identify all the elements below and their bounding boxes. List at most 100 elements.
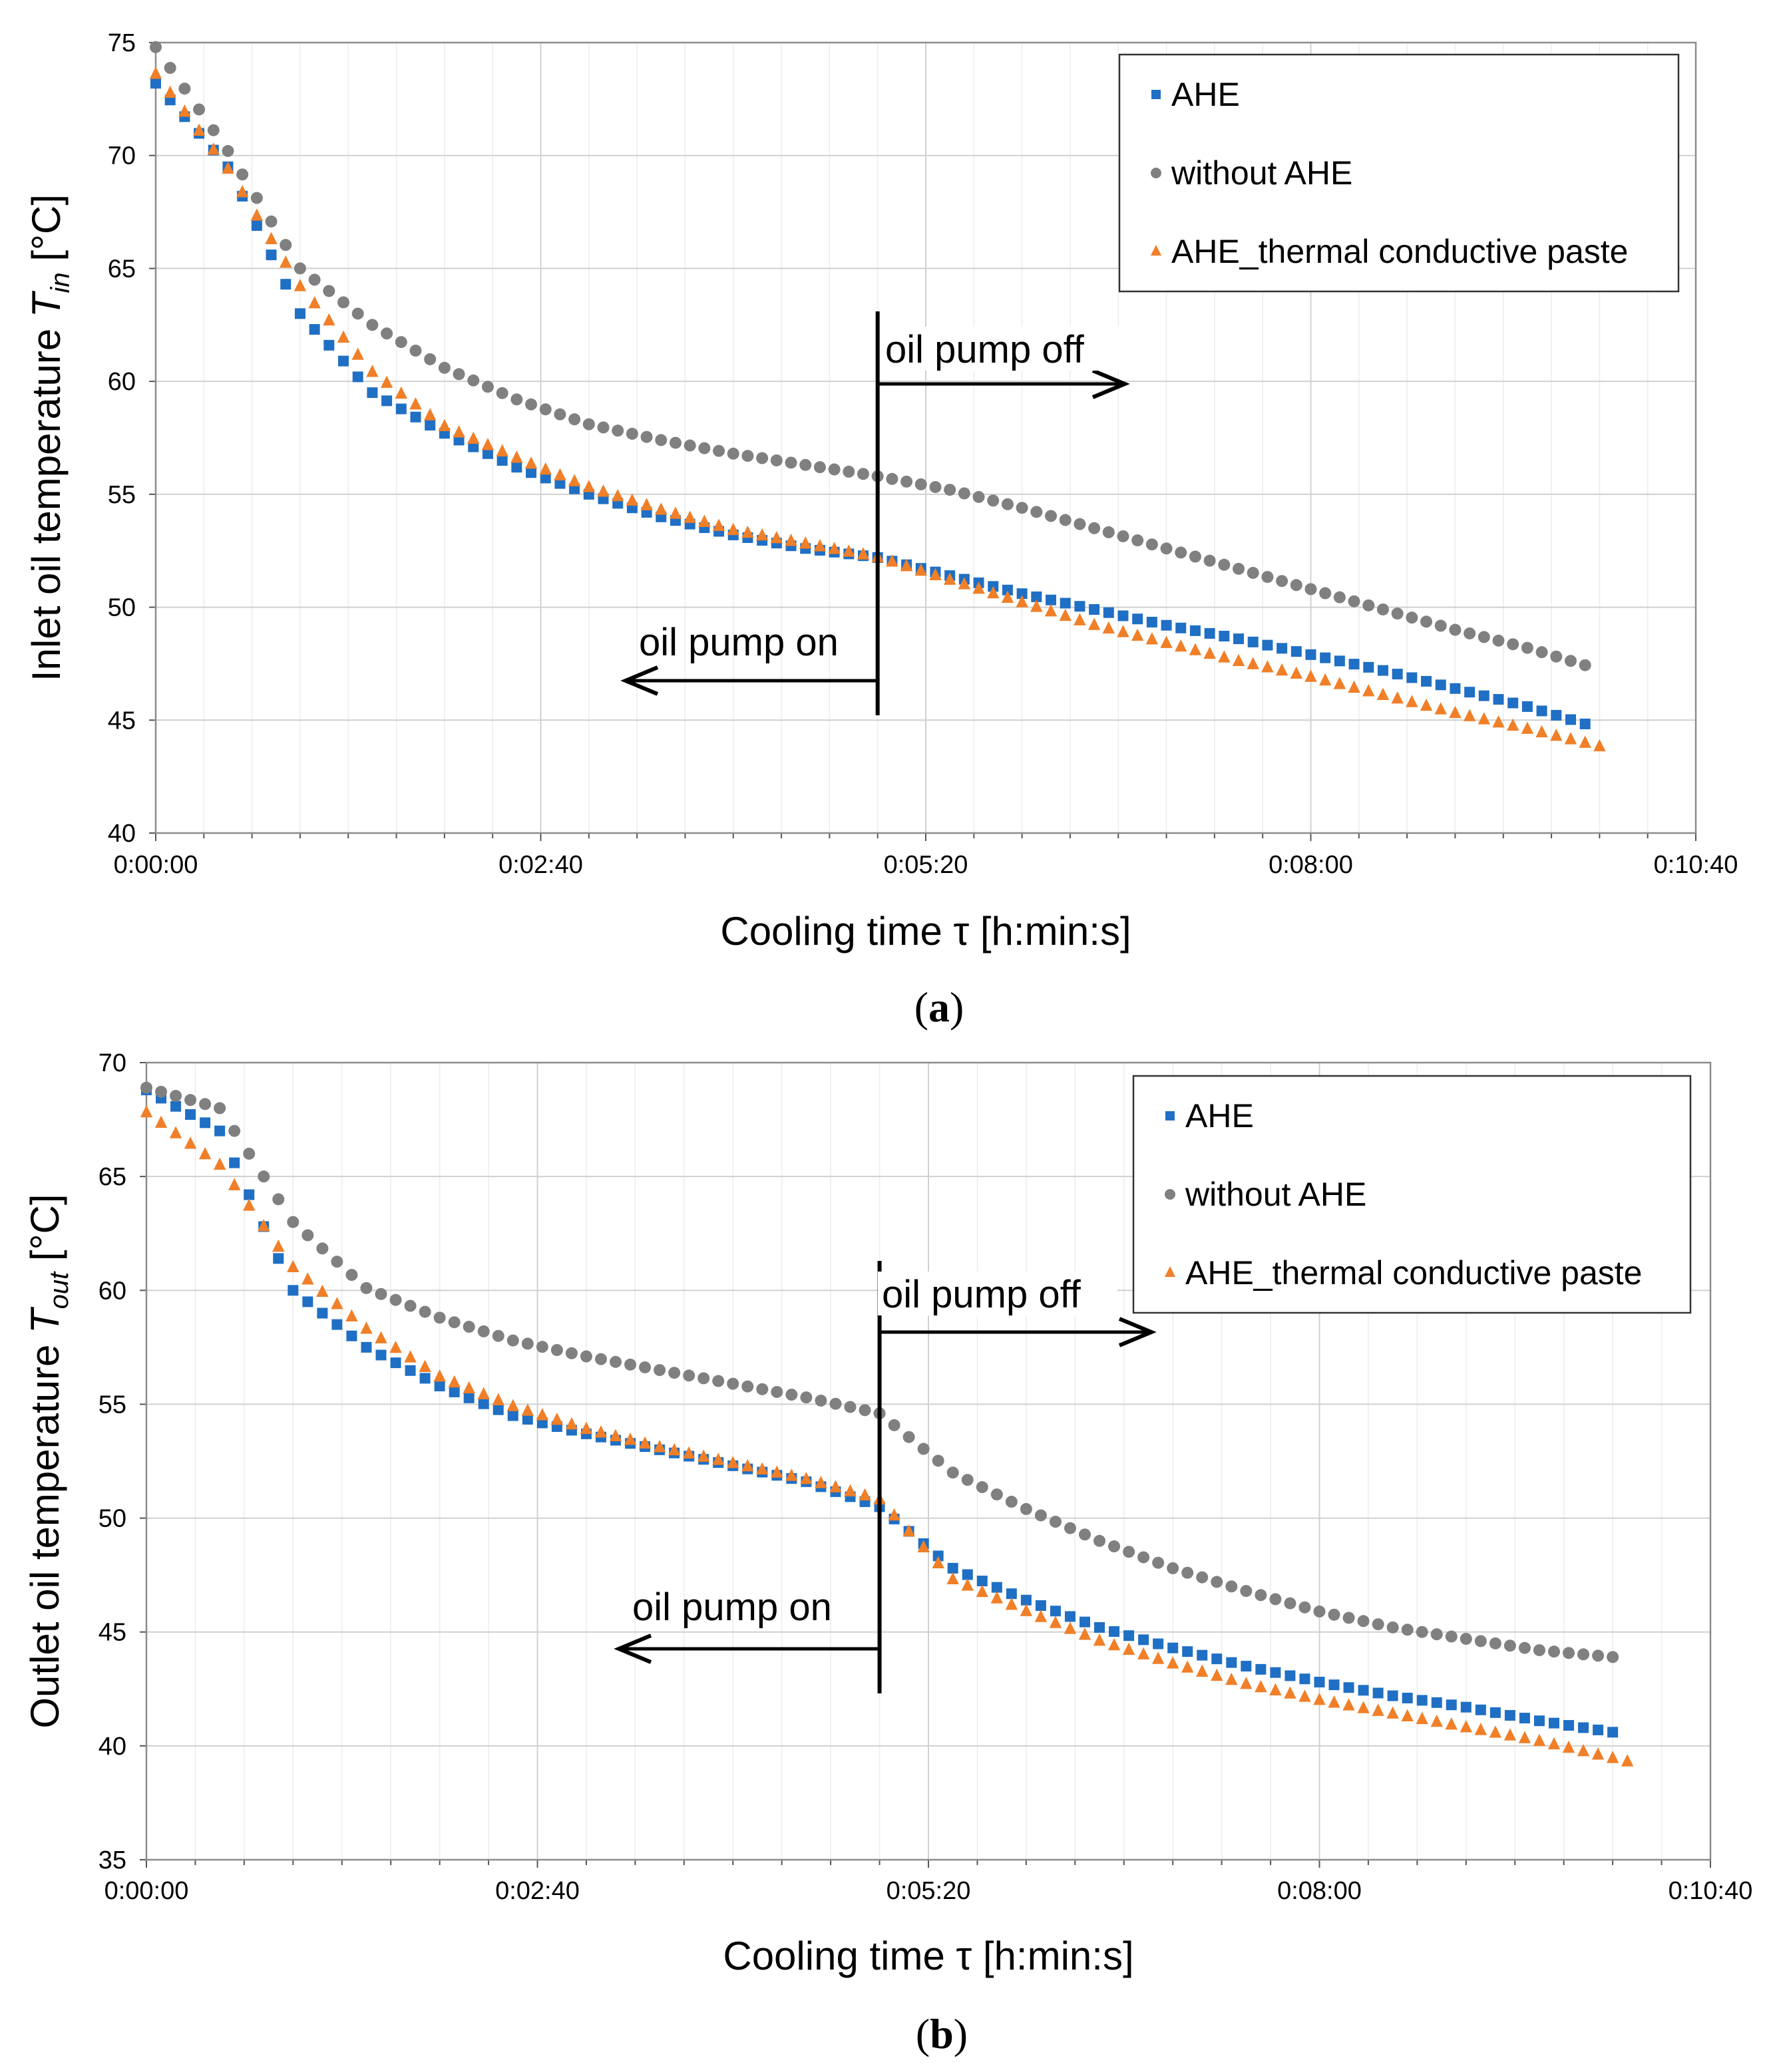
data-point	[684, 439, 696, 452]
data-point	[164, 85, 176, 98]
data-point	[947, 1562, 958, 1574]
data-point	[1261, 571, 1274, 584]
data-point	[1074, 601, 1085, 612]
data-point	[1064, 1622, 1077, 1634]
data-point	[1276, 575, 1288, 588]
data-point	[1211, 1653, 1223, 1665]
data-point	[962, 1569, 973, 1580]
data-point	[404, 1350, 417, 1363]
data-point	[1204, 627, 1215, 639]
data-point	[316, 1284, 329, 1297]
data-point	[492, 1404, 504, 1415]
data-point	[1402, 1692, 1413, 1703]
data-point	[961, 1578, 974, 1591]
data-point	[1080, 1616, 1090, 1628]
data-point	[1064, 1611, 1076, 1622]
data-point	[1507, 718, 1519, 731]
data-point	[1460, 1632, 1472, 1645]
data-point	[683, 1369, 695, 1382]
y-axis-title: Outlet oil temperature Tout [°C]	[23, 1194, 74, 1728]
data-point	[272, 1239, 285, 1252]
data-point	[902, 1524, 915, 1537]
data-point	[741, 1459, 754, 1472]
data-point	[1175, 622, 1187, 633]
data-point	[481, 438, 494, 450]
data-point	[1420, 698, 1433, 711]
data-point	[976, 1576, 988, 1587]
data-point	[308, 273, 321, 286]
data-point	[1225, 1672, 1238, 1685]
data-point	[1145, 538, 1158, 551]
data-point	[477, 1387, 490, 1400]
data-point	[755, 528, 769, 541]
data-point	[886, 472, 898, 485]
pump-off-label: oil pump off	[882, 1273, 1082, 1316]
data-point	[1521, 721, 1534, 734]
data-point	[258, 1219, 270, 1232]
data-point	[1049, 1516, 1062, 1528]
data-point	[1045, 510, 1058, 522]
data-point	[448, 1375, 461, 1388]
data-point	[1102, 526, 1115, 538]
data-point	[1034, 1610, 1048, 1622]
data-point	[228, 1124, 241, 1137]
data-point	[1001, 590, 1014, 603]
data-point	[1593, 739, 1606, 752]
data-point	[991, 1582, 1002, 1593]
data-point	[1044, 604, 1058, 617]
data-point	[1464, 627, 1476, 639]
data-point	[419, 1305, 431, 1318]
data-point	[843, 465, 855, 478]
data-point	[785, 1468, 798, 1481]
data-point	[609, 1429, 622, 1442]
data-point	[1477, 712, 1491, 725]
data-point	[1247, 657, 1259, 669]
data-point	[1002, 584, 1013, 596]
legend-marker	[1150, 245, 1162, 256]
data-point	[550, 1412, 564, 1425]
data-point	[438, 361, 451, 374]
data-point	[1020, 1502, 1032, 1515]
data-point	[1535, 725, 1548, 738]
y-tick-label: 45	[108, 707, 136, 735]
data-point	[1320, 652, 1331, 663]
data-point	[1304, 669, 1317, 682]
data-point	[323, 285, 335, 297]
data-point	[453, 368, 465, 381]
data-point	[1592, 1649, 1605, 1662]
data-point	[990, 1591, 1004, 1604]
data-point	[1161, 619, 1172, 631]
data-point	[1343, 1682, 1354, 1693]
data-point	[192, 123, 206, 136]
data-point	[712, 518, 725, 532]
data-point	[976, 1481, 988, 1494]
data-point	[229, 1157, 240, 1168]
data-point	[727, 522, 739, 536]
data-point	[265, 232, 278, 244]
data-point	[1001, 498, 1014, 510]
data-point	[323, 339, 335, 351]
data-point	[1270, 1667, 1281, 1678]
legend-entry: without AHE	[1171, 154, 1352, 192]
data-point	[1284, 1686, 1296, 1699]
data-point	[1151, 1651, 1165, 1664]
data-point	[521, 1337, 534, 1350]
data-point	[1313, 1605, 1326, 1618]
data-point	[712, 1453, 725, 1465]
data-point	[1464, 687, 1476, 698]
data-point	[419, 1373, 431, 1384]
data-point	[184, 1136, 197, 1149]
series-without-ahe	[150, 41, 1591, 671]
data-point	[626, 427, 638, 440]
y-tick-label: 45	[98, 1619, 126, 1647]
data-point	[1550, 650, 1563, 663]
data-point	[395, 336, 407, 349]
data-point	[1059, 514, 1072, 526]
data-point	[554, 478, 566, 489]
pump-on-label: oil pump on	[632, 1586, 832, 1629]
data-point	[1153, 1638, 1164, 1649]
data-point	[272, 1193, 285, 1206]
data-point	[540, 472, 551, 484]
data-point	[727, 1377, 739, 1390]
data-point	[1431, 1697, 1442, 1708]
